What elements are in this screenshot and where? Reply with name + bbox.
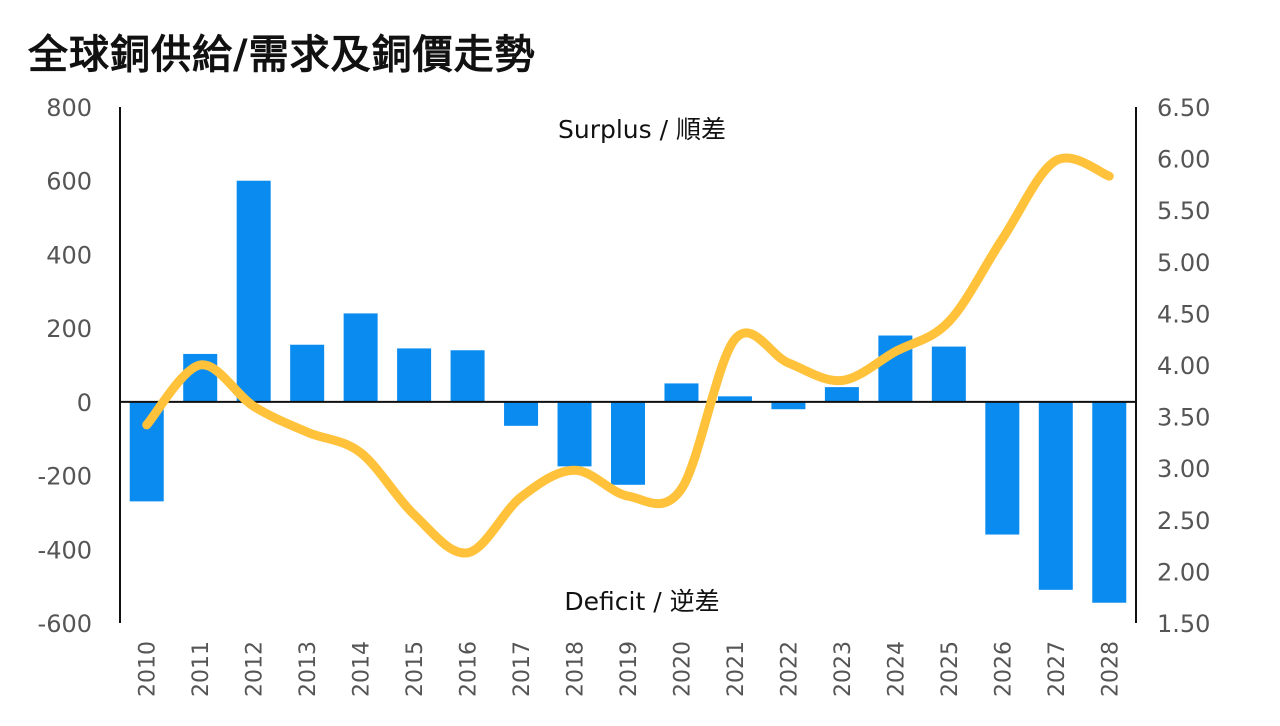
- bar-2027: [1038, 401, 1073, 590]
- axes: [119, 107, 1137, 623]
- right-y-tick-label: 6.50: [1157, 94, 1210, 122]
- deficit-annotation: Deficit / 逆差: [564, 587, 719, 616]
- bar-2013: [290, 344, 325, 402]
- bar-2026: [985, 401, 1020, 535]
- bar-2023: [824, 387, 859, 402]
- left-y-tick-label: 600: [46, 168, 92, 196]
- x-tick-label: 2010: [136, 641, 161, 697]
- x-tick-label: 2017: [510, 641, 535, 697]
- right-y-tick-label: 1.50: [1157, 610, 1210, 638]
- bar-2022: [771, 401, 806, 410]
- bar-2019: [611, 401, 645, 485]
- x-tick-label: 2028: [1098, 641, 1123, 697]
- bar-2014: [343, 313, 378, 402]
- x-tick-label: 2020: [670, 641, 695, 697]
- left-y-tick-label: 800: [46, 94, 92, 122]
- right-y-tick-label: 6.00: [1157, 146, 1210, 174]
- x-tick-label: 2024: [884, 641, 909, 697]
- x-axis-ticks: 2010 2011 2012 2013 2014 2015 2016 2017 2018 2019…: [136, 641, 1124, 697]
- right-y-tick-label: 5.50: [1157, 197, 1210, 225]
- left-y-tick-label: 200: [46, 315, 92, 343]
- bar-2015: [397, 348, 432, 402]
- right-y-tick-label: 3.00: [1157, 455, 1210, 483]
- right-y-tick-label: 4.00: [1157, 352, 1210, 380]
- left-y-tick-label: 0: [77, 389, 92, 417]
- bar-2020: [664, 383, 699, 402]
- left-y-tick-label: -600: [38, 610, 92, 638]
- x-tick-label: 2025: [938, 641, 963, 697]
- left-y-tick-label: -400: [38, 536, 92, 564]
- right-y-tick-label: 3.50: [1157, 404, 1210, 432]
- bar-2018: [557, 401, 592, 467]
- bar-2028: [1092, 401, 1127, 603]
- x-tick-label: 2026: [991, 641, 1016, 697]
- bar-2016: [450, 350, 485, 402]
- bar-series: [129, 180, 1127, 603]
- x-tick-label: 2022: [777, 641, 802, 697]
- x-tick-label: 2013: [296, 641, 321, 697]
- right-y-tick-label: 5.00: [1157, 249, 1210, 277]
- x-tick-label: 2016: [457, 641, 482, 697]
- x-tick-label: 2023: [831, 641, 856, 697]
- chart-title: 全球銅供給/需求及銅價走勢: [28, 32, 536, 78]
- x-tick-label: 2014: [350, 641, 375, 697]
- x-tick-label: 2018: [564, 641, 589, 697]
- surplus-annotation: Surplus / 順差: [558, 115, 726, 144]
- bar-2012: [236, 180, 271, 402]
- x-tick-label: 2011: [189, 641, 214, 697]
- right-y-tick-label: 2.00: [1157, 558, 1210, 586]
- left-y-tick-label: -200: [38, 463, 92, 491]
- bar-2021: [717, 396, 752, 402]
- left-y-tick-label: 400: [46, 241, 92, 269]
- left-y-axis-ticks: 800 600 400 200 0 -200 -400 -600: [38, 94, 92, 638]
- bar-2025: [931, 346, 966, 402]
- right-y-tick-label: 2.50: [1157, 507, 1210, 535]
- x-tick-label: 2021: [724, 641, 749, 697]
- x-tick-label: 2015: [403, 641, 428, 697]
- bar-2010: [129, 401, 164, 502]
- x-tick-label: 2027: [1045, 641, 1070, 697]
- x-tick-label: 2012: [243, 641, 268, 697]
- right-y-axis-ticks: 6.50 6.00 5.50 5.00 4.50 4.00 3.50 3.00 2.50 2.00…: [1157, 94, 1210, 638]
- x-tick-label: 2019: [617, 641, 642, 697]
- right-y-tick-label: 4.50: [1157, 300, 1210, 328]
- copper-price-line: [142, 153, 1114, 558]
- bar-2017: [504, 401, 539, 426]
- line-series: [142, 153, 1114, 558]
